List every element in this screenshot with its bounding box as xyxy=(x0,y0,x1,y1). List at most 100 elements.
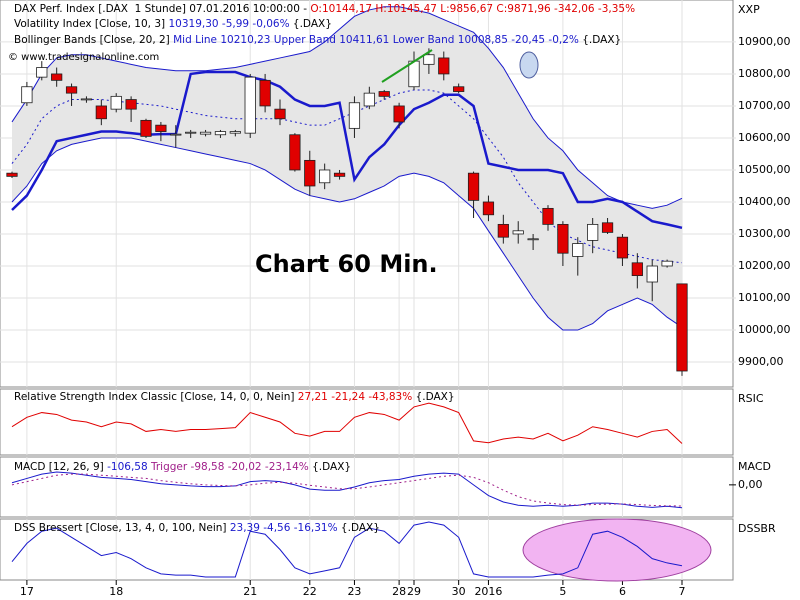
axis-label: DSSBR xyxy=(738,522,776,535)
y-tick-label: 10000,00 xyxy=(738,323,791,336)
candle-body xyxy=(393,105,405,123)
candle-body xyxy=(676,283,688,372)
bollinger-legend: Bollinger Bands [Close, 20, 2] Mid Line … xyxy=(14,33,621,47)
series-line xyxy=(11,471,683,509)
legend-value: -98,58 xyxy=(190,461,225,473)
marker-ellipse xyxy=(519,51,539,79)
candle-body xyxy=(259,79,271,107)
legend-value: 10008,85 xyxy=(457,34,508,46)
volatility-legend: Volatility Index [Close, 10, 3] 10319,30… xyxy=(14,17,332,31)
panel-title: Relative Strength Index Classic [Close, … xyxy=(14,391,295,403)
candle-body xyxy=(527,238,539,241)
panel-title: MACD [12, 26, 9] xyxy=(14,461,104,473)
axis-label: MACD xyxy=(738,460,771,473)
candle-body xyxy=(616,236,629,259)
legend-title: Bollinger Bands [Close, 20, 2] xyxy=(14,34,170,46)
candle-body xyxy=(244,76,256,134)
candle-body xyxy=(21,86,33,104)
y-tick-label: 10300,00 xyxy=(738,227,791,240)
x-tick-label: 29 xyxy=(407,585,421,598)
candle-body xyxy=(646,265,658,283)
panel-source: {.DAX} xyxy=(312,461,352,473)
panel-stats: -20,02 -23,14% xyxy=(227,461,309,473)
title: DAX Perf. Index [.DAX 1 Stunde] 07.01.20… xyxy=(14,3,307,15)
candle-body xyxy=(65,86,78,94)
legend-value: -106,58 xyxy=(107,461,148,473)
candle-body xyxy=(661,260,673,267)
x-tick-label: 21 xyxy=(243,585,257,598)
legend-value: 10210,23 xyxy=(220,34,271,46)
y-tick-label: 10800,00 xyxy=(738,67,791,80)
dss-header: DSS Bressert [Close, 13, 4, 0, 100, Nein… xyxy=(14,521,380,535)
candle-body xyxy=(229,131,241,134)
y-tick-label: 10200,00 xyxy=(738,259,791,272)
candle-body xyxy=(497,223,509,238)
candle-body xyxy=(348,102,361,129)
rsi-header: Relative Strength Index Classic [Close, … xyxy=(14,390,455,404)
legend-name: Trigger xyxy=(150,461,188,473)
candle-body xyxy=(319,169,331,184)
candle-body xyxy=(274,108,286,120)
candle-body xyxy=(333,172,346,177)
candle-body xyxy=(80,98,93,101)
candle-body xyxy=(125,99,137,110)
y-tick-label: 10400,00 xyxy=(738,195,791,208)
series-line xyxy=(11,402,683,444)
panel-stats: 23,39 -4,56 -16,31% xyxy=(229,522,338,534)
candle-body xyxy=(438,57,450,75)
y-tick-label: 10100,00 xyxy=(738,291,791,304)
candle-body xyxy=(378,91,390,97)
candle-body xyxy=(6,172,18,177)
candle-body xyxy=(631,262,643,277)
copyright: © www.tradesignalonline.com xyxy=(8,52,159,63)
candle-body xyxy=(36,67,48,78)
x-tick-label: 17 xyxy=(20,585,34,598)
candle-body xyxy=(95,105,107,120)
y-tick-label: 9900,00 xyxy=(738,355,784,368)
candle-body xyxy=(557,223,569,254)
macd-header: MACD [12, 26, 9] -106,58 Trigger -98,58 … xyxy=(14,460,351,474)
candle-body xyxy=(289,134,301,171)
y-tick-label: 10700,00 xyxy=(738,99,791,112)
series-line xyxy=(11,521,683,578)
candle-body xyxy=(542,207,554,225)
candle-body xyxy=(51,73,63,81)
panel-background xyxy=(0,388,734,456)
legend-name: Volatility Index [Close, 10, 3] xyxy=(14,18,166,30)
panel-source: {.DAX} xyxy=(415,391,455,403)
legend-stats: -20,45 -0,2% xyxy=(511,34,579,46)
ohlc-values: O:10144,17 H:10145,47 L:9856,67 C:9871,9… xyxy=(310,3,636,15)
price-header: DAX Perf. Index [.DAX 1 Stunde] 07.01.20… xyxy=(14,2,635,16)
candle-body xyxy=(363,92,375,107)
x-tick-label: 28 xyxy=(392,585,406,598)
candle-body xyxy=(482,201,495,216)
candle-body xyxy=(214,131,227,136)
y-tick-label: 0,00 xyxy=(738,478,763,491)
chart-annotation: Chart 60 Min. xyxy=(255,250,438,278)
candle-body xyxy=(140,119,152,137)
candle-body xyxy=(199,131,212,135)
panel-title: DSS Bressert [Close, 13, 4, 0, 100, Nein… xyxy=(14,522,227,534)
series-line xyxy=(11,473,683,507)
x-tick-label: 23 xyxy=(347,585,361,598)
candle-body xyxy=(423,54,435,65)
legend-source: {.DAX} xyxy=(582,34,622,46)
legend-name: Lower Band xyxy=(392,34,455,46)
panel-stats: 27,21 -21,24 -43,83% xyxy=(297,391,413,403)
x-tick-label: 6 xyxy=(619,585,626,598)
legend-source: {.DAX} xyxy=(292,18,332,30)
x-tick-label: 2016 xyxy=(474,585,502,598)
axis-label: RSIC xyxy=(738,392,764,405)
axis-label: XXP xyxy=(738,3,760,16)
mark-layer xyxy=(6,6,688,578)
candle-body xyxy=(304,159,316,187)
x-tick-label: 5 xyxy=(559,585,566,598)
y-tick-label: 10600,00 xyxy=(738,131,791,144)
legend-value: 10319,30 -5,99 -0,06% xyxy=(168,18,290,30)
x-tick-label: 30 xyxy=(452,585,466,598)
legend-value: 10411,61 xyxy=(339,34,390,46)
candle-body xyxy=(601,222,614,233)
